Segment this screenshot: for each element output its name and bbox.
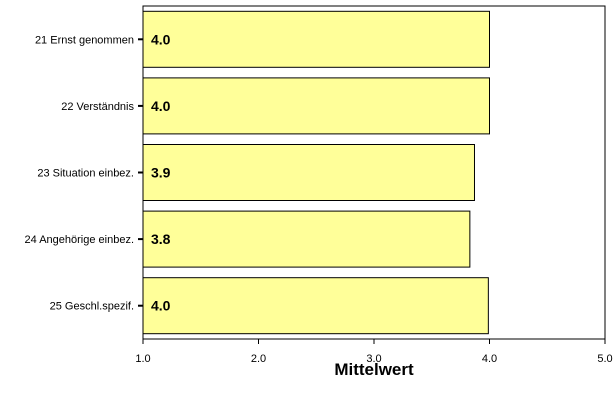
- x-tick-label: 4.0: [482, 353, 497, 365]
- category-label: 21 Ernst genommen: [35, 34, 134, 46]
- value-label: 3.8: [151, 231, 171, 247]
- bar-4: [142, 210, 471, 268]
- x-tick-label: 2.0: [251, 353, 266, 365]
- value-labels: 4.0 4.0 3.9 3.8 4.0: [151, 31, 171, 313]
- bar-1: [142, 10, 490, 68]
- x-tick-label: 5.0: [597, 353, 612, 365]
- x-axis-ticks: 1.0 2.0 3.0 4.0 5.0: [135, 339, 613, 365]
- category-label: 24 Angehörige einbez.: [25, 234, 134, 246]
- value-label: 3.9: [151, 165, 171, 181]
- x-tick-label: 1.0: [135, 353, 150, 365]
- value-label: 4.0: [151, 298, 171, 314]
- category-label: 22 Verständnis: [61, 101, 134, 113]
- bar-2: [142, 77, 490, 135]
- x-axis-title: Mittelwert: [334, 360, 414, 379]
- value-label: 4.0: [151, 31, 171, 47]
- category-labels: 21 Ernst genommen 22 Verständnis 23 Situat…: [25, 34, 143, 313]
- bar-5: [142, 277, 489, 335]
- category-label: 25 Geschl.spezif.: [50, 301, 134, 313]
- bars-group: [142, 10, 490, 335]
- category-label: 23 Situation einbez.: [37, 168, 134, 180]
- value-label: 4.0: [151, 98, 171, 114]
- x-tick-label: 3.0: [366, 353, 381, 365]
- bar-3: [142, 144, 475, 201]
